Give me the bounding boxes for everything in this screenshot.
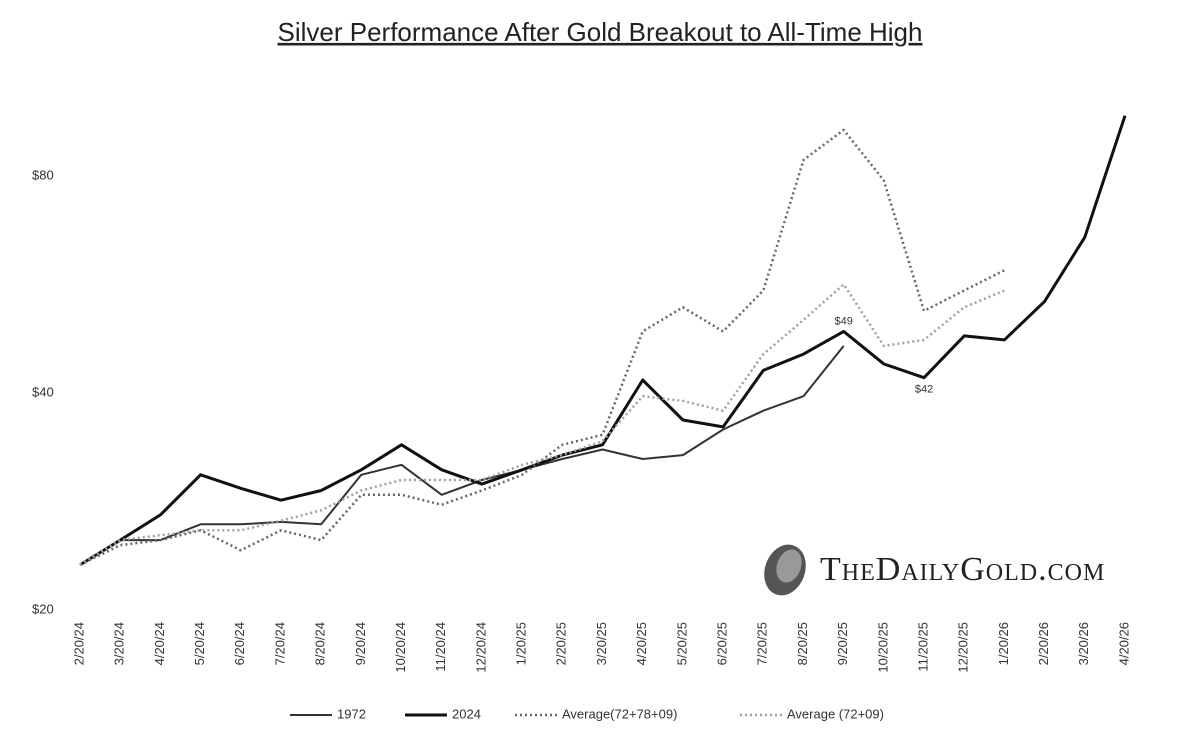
x-tick-label: 10/20/24 <box>393 622 408 673</box>
watermark: TheDailyGold.com <box>820 551 1105 588</box>
series-line <box>79 115 1127 567</box>
legend-label: 2024 <box>452 706 481 721</box>
x-tick-label: 7/20/25 <box>755 622 770 665</box>
x-tick-label: 12/20/25 <box>956 622 971 673</box>
x-tick-label: 1/20/26 <box>996 622 1011 665</box>
series-line <box>79 345 845 566</box>
legend-label: Average(72+78+09) <box>562 706 677 721</box>
y-tick-label: $20 <box>32 601 54 616</box>
chart-title: Silver Performance After Gold Breakout t… <box>278 17 923 47</box>
x-tick-label: 2/20/24 <box>71 622 86 665</box>
x-tick-label: 2/20/25 <box>554 622 569 665</box>
x-tick-label: 8/20/24 <box>313 622 328 665</box>
x-tick-label: 4/20/26 <box>1116 622 1131 665</box>
x-tick-label: 10/20/25 <box>875 622 890 673</box>
x-tick-label: 5/20/25 <box>674 622 689 665</box>
y-tick-label: $80 <box>32 167 54 182</box>
x-tick-label: 11/20/25 <box>915 622 930 672</box>
x-tick-label: 3/20/24 <box>112 622 127 665</box>
x-tick-label: 3/20/25 <box>594 622 609 665</box>
x-tick-label: 6/20/25 <box>715 622 730 665</box>
annotation: $42 <box>915 384 933 396</box>
x-tick-label: 7/20/24 <box>272 622 287 665</box>
x-tick-label: 5/20/24 <box>192 622 207 665</box>
x-tick-label: 6/20/24 <box>232 622 247 665</box>
x-tick-label: 1/20/25 <box>514 622 529 665</box>
x-tick-label: 4/20/25 <box>634 622 649 665</box>
series-line <box>79 283 1005 566</box>
x-tick-label: 11/20/24 <box>433 622 448 672</box>
x-tick-label: 4/20/24 <box>152 622 167 665</box>
x-tick-label: 2/20/26 <box>1036 622 1051 665</box>
logo <box>764 544 806 596</box>
legend-label: Average (72+09) <box>787 706 884 721</box>
y-tick-label: $40 <box>32 384 54 399</box>
x-tick-label: 9/20/25 <box>835 622 850 665</box>
x-tick-label: 3/20/26 <box>1076 622 1091 665</box>
x-tick-label: 8/20/25 <box>795 622 810 665</box>
annotation: $49 <box>834 315 852 327</box>
legend-label: 1972 <box>337 706 366 721</box>
x-tick-label: 9/20/24 <box>353 622 368 665</box>
x-tick-label: 12/20/24 <box>473 622 488 673</box>
